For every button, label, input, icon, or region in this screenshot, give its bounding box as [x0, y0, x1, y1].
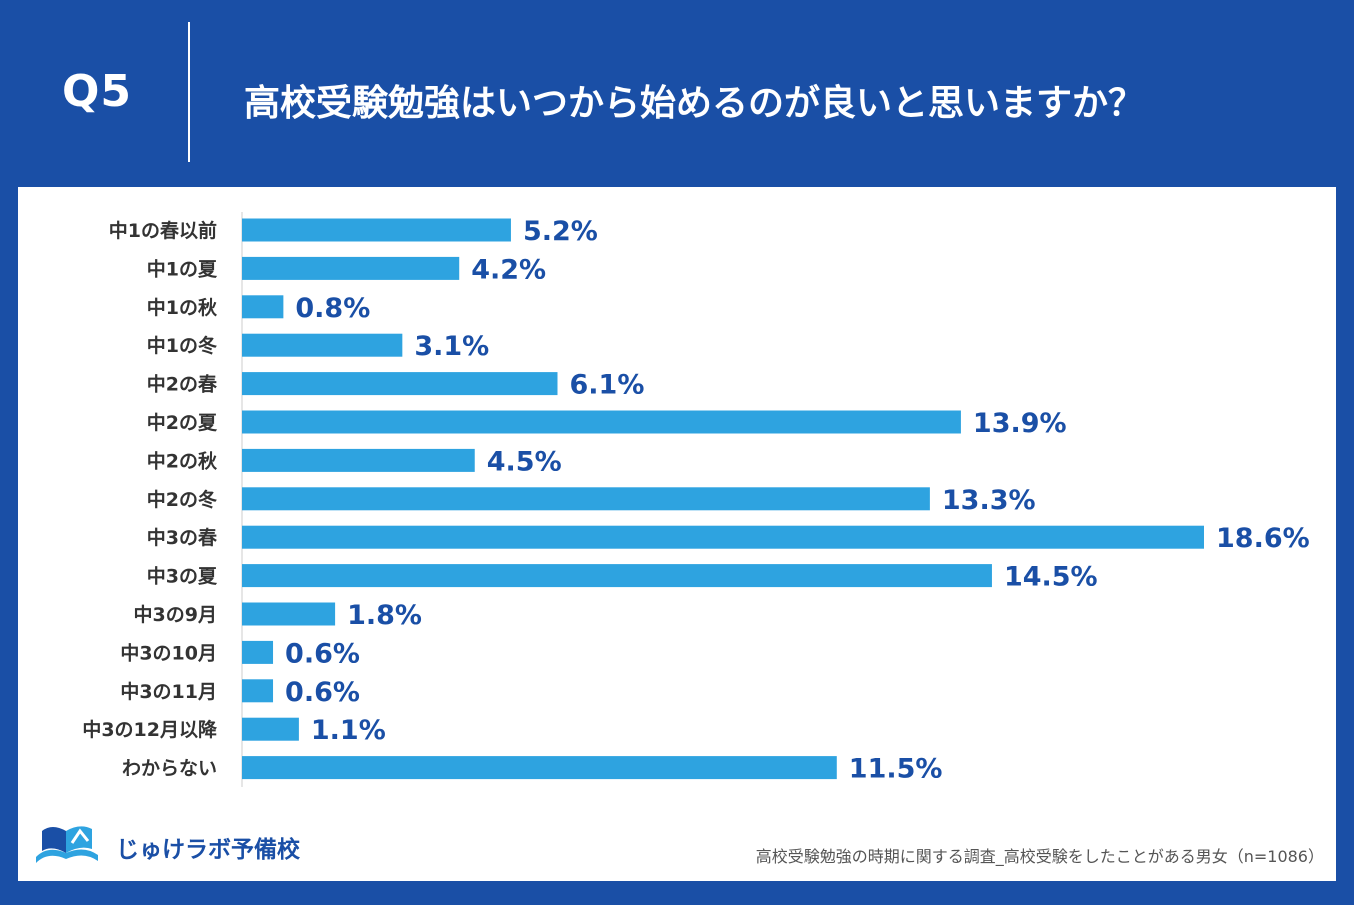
bar-chart: 中1の春以前 5.2% 中1の夏 4.2% 中1の秋 0.8% 中1の冬 3.1% 中2の春 6.…: [82, 212, 1310, 787]
value-label: 14.5%: [1004, 562, 1098, 593]
header: Q5 高校受験勉強はいつから始めるのが良いと思いますか？: [0, 0, 1354, 186]
bar: [242, 756, 837, 780]
category-label: 中1の冬: [147, 334, 217, 357]
category-label: 中3の12月以降: [82, 718, 218, 741]
value-label: 0.6%: [285, 638, 360, 669]
category-label: 中1の春以前: [109, 219, 217, 242]
bar: [242, 218, 511, 242]
bar: [242, 602, 336, 626]
value-label: 1.1%: [311, 715, 386, 746]
category-label: 中3の春: [147, 526, 217, 549]
category-label: 中1の秋: [147, 296, 218, 319]
bar: [242, 525, 1204, 549]
book-logo-icon: [36, 826, 98, 863]
value-label: 0.6%: [285, 677, 360, 708]
category-label: 中3の11月: [120, 680, 217, 703]
category-label: 中3の夏: [147, 565, 218, 588]
bar: [242, 640, 274, 664]
chart-title: 高校受験勉強はいつから始めるのが良いと思いますか？: [244, 83, 1145, 124]
bar: [242, 564, 992, 588]
chart-panel: 中1の春以前 5.2% 中1の夏 4.2% 中1の秋 0.8% 中1の冬 3.1% 中2の春 6.…: [18, 187, 1336, 881]
bar: [242, 679, 274, 703]
bar: [242, 333, 403, 357]
question-number: Q5: [62, 66, 133, 117]
value-label: 13.3%: [942, 485, 1036, 516]
category-label: 中2の夏: [147, 411, 218, 434]
value-label: 0.8%: [295, 293, 370, 324]
survey-footnote: 高校受験勉強の時期に関する調査_高校受験をしたことがある男女（n=1086）: [755, 847, 1324, 866]
logo-text: じゅけラボ予備校: [116, 837, 300, 863]
bar: [242, 295, 284, 319]
value-label: 13.9%: [973, 408, 1067, 439]
value-label: 11.5%: [849, 754, 943, 785]
bar: [242, 410, 961, 434]
value-label: 1.8%: [347, 600, 422, 631]
bar: [242, 487, 930, 511]
bar: [242, 256, 460, 280]
category-label: 中3の10月: [120, 641, 217, 664]
value-label: 4.5%: [487, 446, 562, 477]
value-label: 4.2%: [471, 254, 546, 285]
category-label: 中2の春: [147, 373, 217, 396]
value-label: 5.2%: [523, 216, 598, 247]
category-label: 中1の夏: [147, 257, 218, 280]
category-label: 中3の9月: [134, 603, 217, 626]
logo: じゅけラボ予備校: [28, 817, 328, 867]
value-label: 18.6%: [1216, 523, 1310, 554]
bar: [242, 717, 299, 741]
category-label: 中2の冬: [147, 488, 217, 511]
category-label: 中2の秋: [147, 449, 218, 472]
value-label: 3.1%: [414, 331, 489, 362]
bar: [242, 448, 475, 472]
value-label: 6.1%: [569, 370, 644, 401]
category-label: わからない: [122, 758, 217, 780]
header-divider: [188, 22, 190, 162]
bar: [242, 372, 558, 396]
